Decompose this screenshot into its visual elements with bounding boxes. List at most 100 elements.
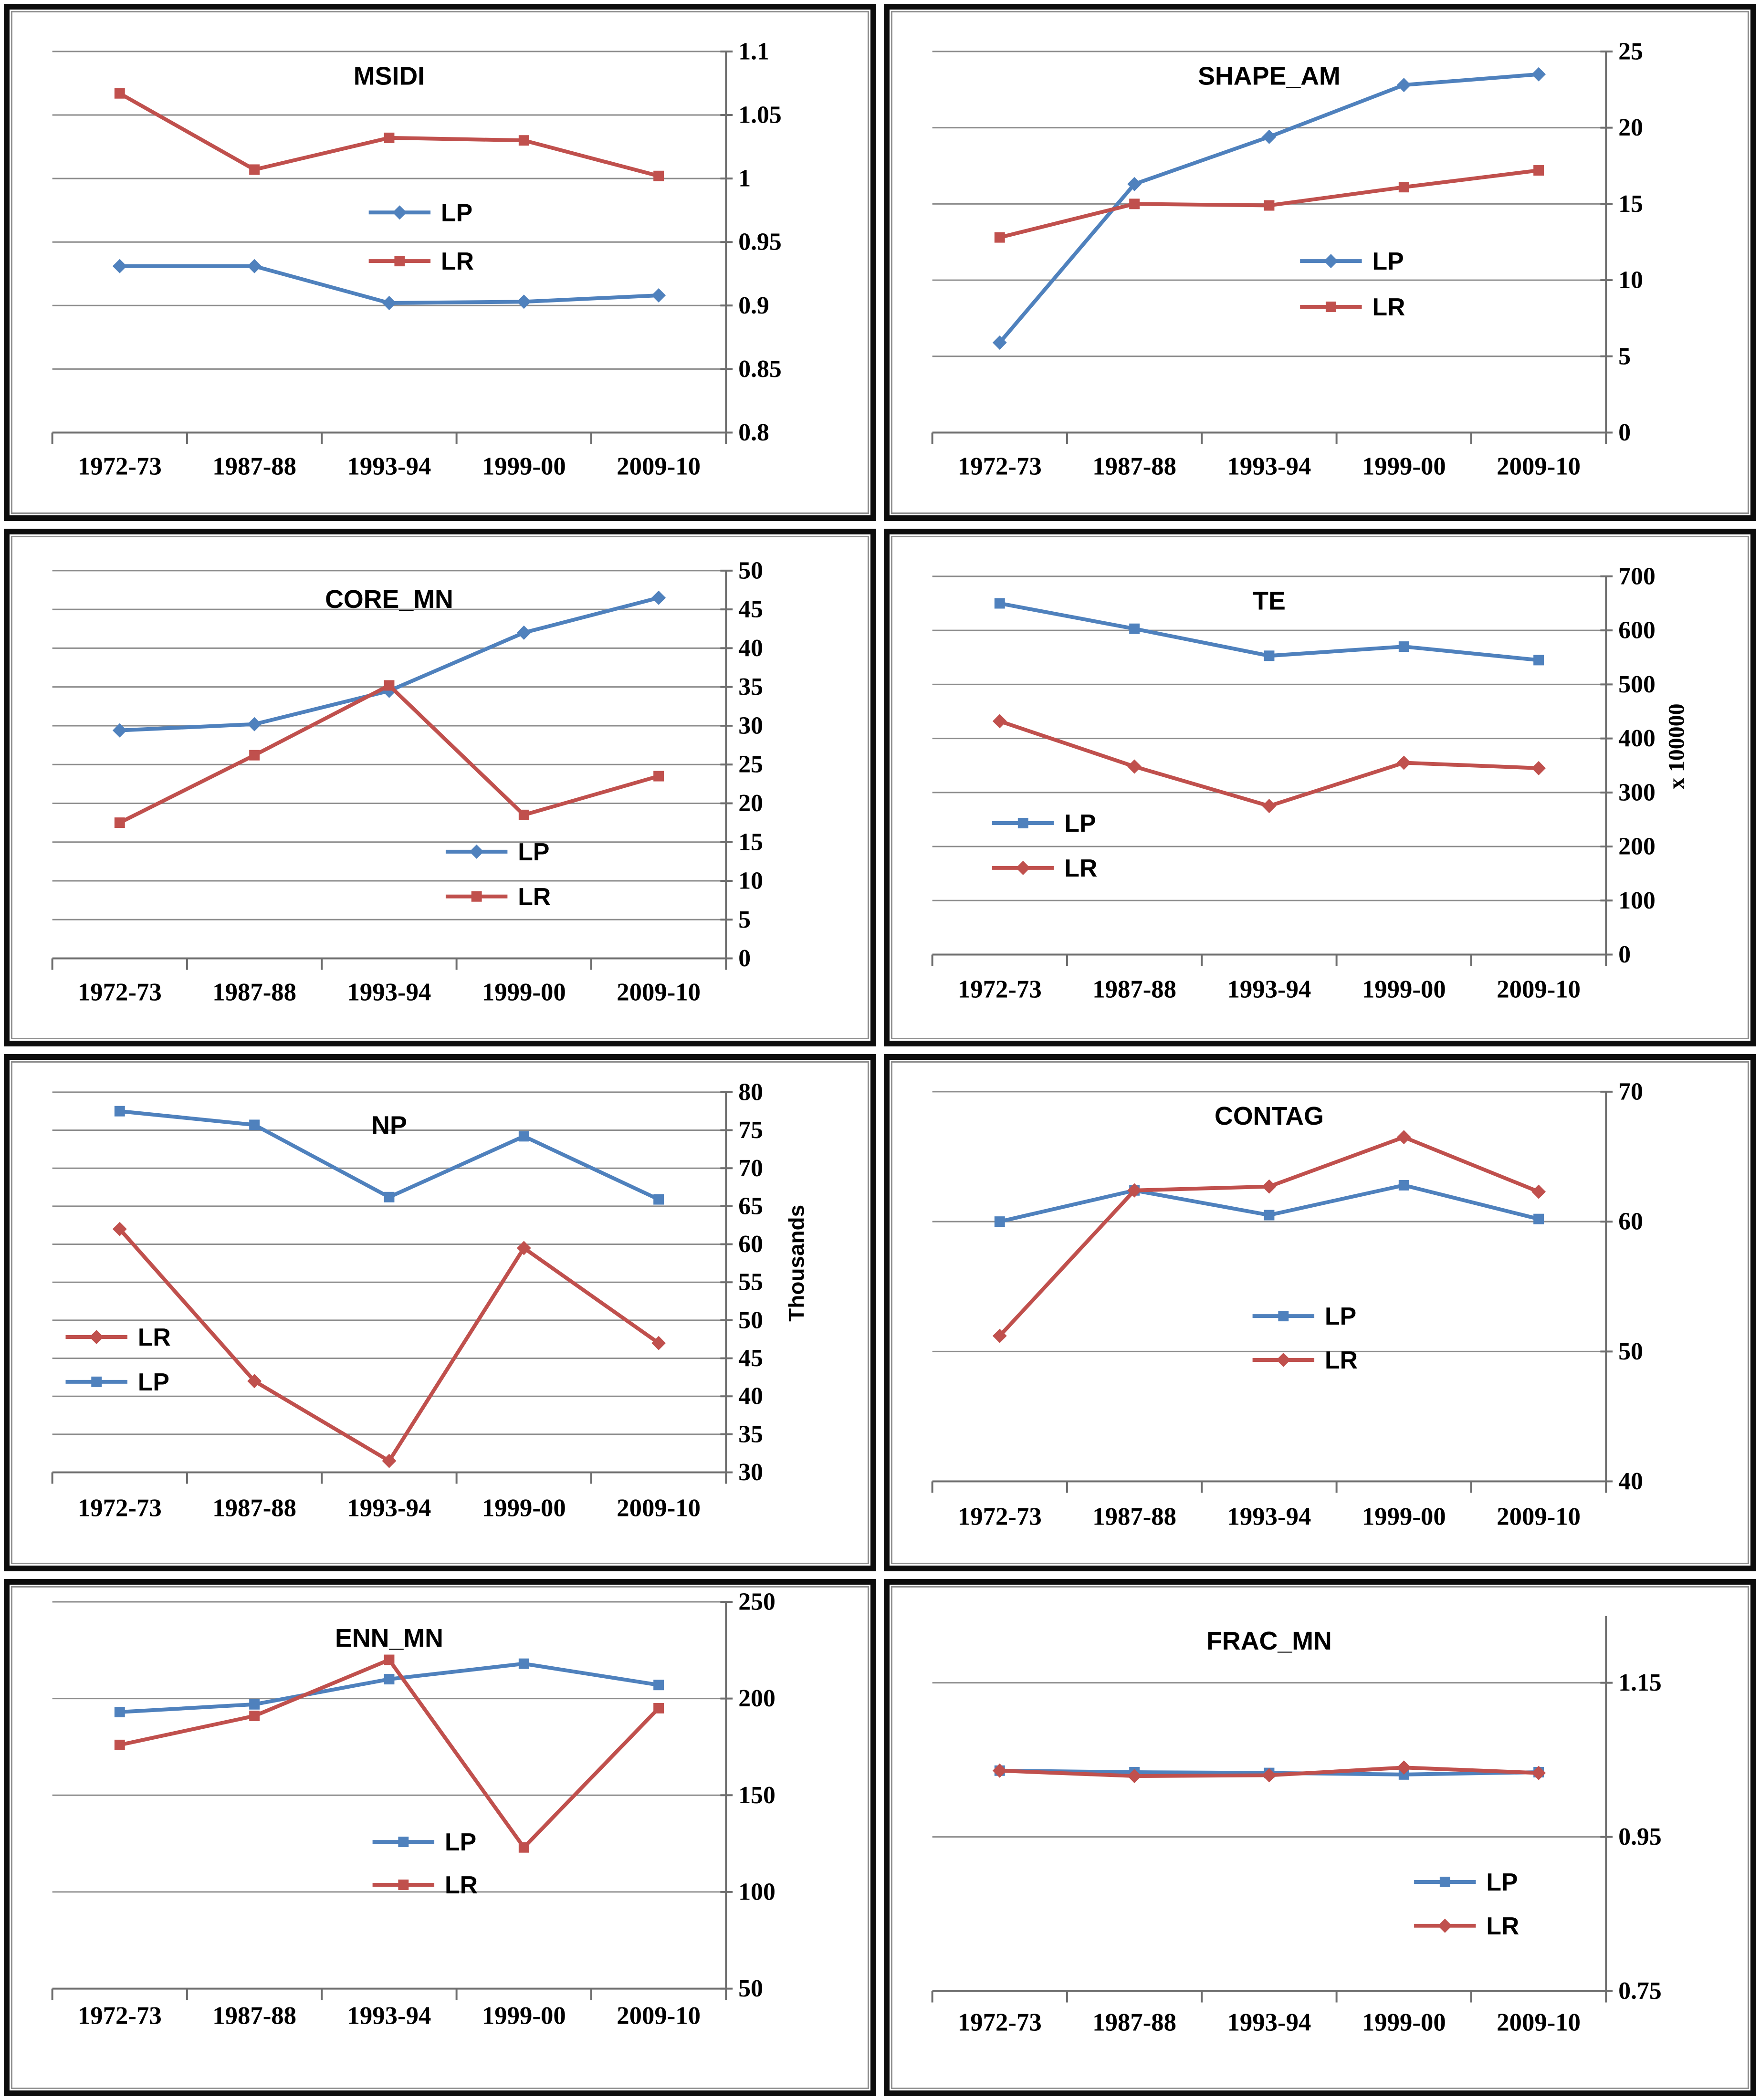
data-point-diamond (1276, 1352, 1291, 1367)
y-tick-label: 1.15 (1618, 1669, 1662, 1696)
gridlines (932, 575, 1606, 902)
y-tick-label: 50 (738, 1306, 763, 1334)
x-category-label: 2009-10 (617, 452, 701, 480)
y-axis-tick-labels: 30 35 40 45 50 55 60 65 70 75 80 (738, 1078, 763, 1486)
y-tick-label: 1 (738, 165, 751, 192)
x-axis-category-labels: 1972-73 1987-88 1993-94 1999-00 2009-10 (78, 452, 701, 480)
y-axis-tick-labels: 0.8 0.85 0.9 0.95 1 1.05 1.1 (738, 38, 782, 446)
data-point-square (1264, 1210, 1275, 1220)
gridlines (932, 51, 1606, 357)
data-point-diamond (1262, 1179, 1277, 1194)
y-tick-label: 75 (738, 1117, 763, 1144)
chart-canvas-enn-mn: 50 100 150 200 250 1972-73 1987-88 1993-94 1999-… (11, 1586, 869, 2089)
legend-item-lr: LR (372, 1871, 478, 1899)
y-tick-label: 0.85 (738, 355, 782, 383)
y-tick-label: 400 (1618, 725, 1655, 752)
data-point-square (1325, 301, 1336, 312)
data-point-diamond (247, 259, 262, 273)
x-category-label: 2009-10 (1497, 976, 1581, 1003)
y-tick-label: 40 (738, 1382, 763, 1410)
x-category-label: 2009-10 (617, 2002, 701, 2029)
legend-item-lr: LR (368, 247, 474, 275)
data-point-diamond (112, 259, 127, 273)
legend-label: LR (518, 883, 551, 910)
data-point-square (518, 1130, 529, 1141)
data-point-square (249, 164, 260, 175)
series-lr (112, 1222, 666, 1468)
gridlines (52, 51, 726, 370)
chart-title: CORE_MN (325, 585, 453, 614)
legend-item-lr: LR (1300, 293, 1405, 321)
y-tick-label: 25 (738, 751, 763, 778)
x-axis-category-labels: 1972-73 1987-88 1993-94 1999-00 2009-10 (958, 1503, 1581, 1530)
data-point-square (384, 132, 395, 143)
data-point-square (1264, 200, 1275, 211)
chart-panel-msidi: 0.8 0.85 0.9 0.95 1 1.05 1.1 1972-73 1987-88 1993… (4, 4, 876, 522)
chart-title: NP (371, 1111, 407, 1139)
y-tick-label: 80 (738, 1078, 763, 1106)
data-point-square (1439, 1876, 1450, 1887)
data-point-square (1533, 165, 1544, 176)
legend-label: LP (445, 1828, 476, 1856)
y-tick-label: 150 (738, 1781, 775, 1808)
legend-label: LP (1325, 1302, 1356, 1330)
data-point-diamond (516, 1241, 531, 1255)
data-point-square (518, 810, 529, 821)
y-tick-label: 1.1 (738, 38, 769, 65)
y-tick-label: 45 (738, 596, 763, 623)
x-category-label: 1999-00 (1362, 1503, 1446, 1530)
axes (51, 50, 733, 444)
legend-label: LR (445, 1871, 478, 1899)
series-lr (992, 714, 1546, 814)
legend: LP LR (1414, 1868, 1519, 1940)
series-lp (112, 259, 666, 310)
legend-label: LR (1372, 293, 1405, 321)
data-point-diamond (1323, 254, 1338, 269)
legend-item-lp: LP (1414, 1868, 1518, 1896)
series-lr (992, 1760, 1546, 1783)
data-point-diamond (651, 1336, 666, 1350)
chart-canvas-frac-mn: 0.75 0.95 1.15 1972-73 1987-88 1993-94 1999-00… (891, 1586, 1749, 2089)
chart-svg-msidi: 0.8 0.85 0.9 0.95 1 1.05 1.1 1972-73 1987-88 1993… (51, 38, 782, 480)
data-point-diamond (992, 714, 1007, 729)
legend-label: LR (1325, 1346, 1358, 1373)
data-point-diamond (651, 288, 666, 303)
data-point-diamond (1437, 1918, 1452, 1933)
legend-item-lp: LP (445, 838, 549, 866)
legend-item-lp: LP (1252, 1302, 1356, 1330)
data-point-diamond (1531, 1766, 1546, 1780)
data-point-square (1533, 1213, 1544, 1224)
series-lp (114, 1658, 664, 1717)
legend: LP LR (372, 1828, 478, 1899)
axes (931, 575, 1613, 966)
legend-item-lp: LP (372, 1828, 476, 1856)
data-point-square (653, 1680, 664, 1690)
legend-label: LP (518, 838, 549, 866)
data-point-diamond (992, 1763, 1007, 1778)
x-category-label: 1999-00 (1362, 2008, 1446, 2036)
legend: LP LR (992, 809, 1097, 882)
data-point-square (249, 1710, 260, 1721)
gridlines (52, 1601, 726, 1893)
x-category-label: 2009-10 (617, 1494, 701, 1522)
data-point-square (384, 680, 395, 691)
data-point-square (994, 1216, 1005, 1227)
y-tick-label: 70 (738, 1154, 763, 1181)
axes (51, 1091, 733, 1484)
data-point-square (1264, 650, 1275, 661)
y-tick-label: 5 (1618, 343, 1631, 370)
x-category-label: 1987-88 (212, 452, 296, 480)
data-point-diamond (382, 1453, 397, 1468)
y-tick-label: 0 (1618, 419, 1631, 446)
data-point-diamond (1262, 799, 1277, 814)
y-tick-label: 25 (1618, 38, 1643, 65)
x-category-label: 1999-00 (482, 979, 566, 1006)
legend-item-lp: LP (1300, 247, 1404, 275)
y-tick-label: 60 (738, 1231, 763, 1258)
data-point-square (1398, 641, 1409, 652)
data-point-square (114, 1106, 125, 1117)
y-tick-label: 0.9 (738, 292, 769, 319)
chart-canvas-msidi: 0.8 0.85 0.9 0.95 1 1.05 1.1 1972-73 1987-88 1993… (11, 11, 869, 514)
y-tick-label: 0.75 (1618, 1977, 1662, 2005)
x-category-label: 1993-94 (347, 1494, 431, 1522)
